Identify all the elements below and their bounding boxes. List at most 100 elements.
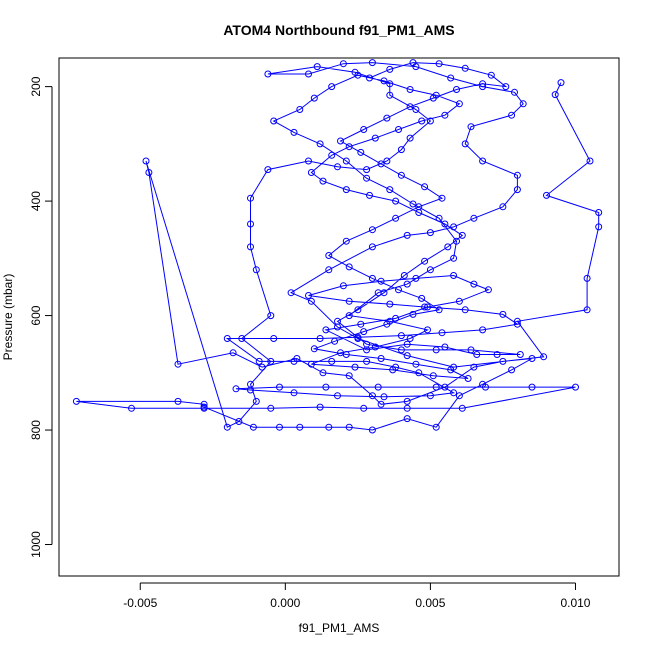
data-point	[354, 333, 362, 341]
data-point	[461, 64, 469, 72]
x-tick-label: -0.005	[123, 596, 157, 610]
data-point	[528, 355, 536, 362]
data-point	[316, 335, 324, 342]
data-point	[357, 320, 365, 328]
data-point	[368, 392, 376, 400]
data-point	[400, 272, 408, 279]
data-point	[267, 312, 275, 320]
data-point	[421, 257, 429, 265]
data-point	[276, 383, 283, 391]
data-point	[270, 117, 278, 125]
data-point	[487, 71, 495, 79]
data-point	[441, 343, 449, 351]
data-point	[342, 186, 350, 194]
data-point	[470, 214, 478, 222]
data-point	[516, 351, 524, 358]
data-point	[467, 346, 475, 354]
data-point	[345, 297, 353, 305]
data-point	[528, 383, 536, 391]
data-point	[543, 191, 550, 199]
data-point	[377, 160, 385, 168]
data-point	[441, 383, 449, 391]
data-point	[572, 383, 579, 391]
data-point	[342, 237, 350, 245]
data-point	[435, 306, 443, 314]
data-point	[467, 123, 475, 131]
data-point	[325, 252, 333, 259]
data-point	[403, 397, 411, 405]
data-point	[403, 280, 411, 288]
data-point	[360, 404, 368, 412]
data-point	[351, 363, 359, 371]
data-point	[366, 74, 373, 82]
x-tick-label: 0.005	[415, 596, 445, 610]
data-point	[247, 386, 254, 394]
data-point	[238, 335, 246, 342]
data-point	[482, 383, 489, 391]
data-point	[389, 366, 397, 374]
data-point	[540, 353, 548, 361]
y-axis-label: Pressure (mbar)	[1, 274, 15, 361]
data-point	[447, 74, 455, 82]
data-point	[484, 286, 492, 294]
data-point	[583, 306, 591, 314]
data-point	[458, 404, 466, 412]
data-point	[342, 157, 350, 165]
data-point	[455, 297, 463, 305]
data-point	[513, 320, 521, 328]
data-point	[406, 86, 414, 93]
data-point	[366, 191, 373, 199]
data-point	[345, 372, 353, 380]
data-point	[331, 337, 339, 345]
data-point	[325, 423, 333, 431]
data-point	[441, 111, 449, 119]
x-axis-label: f91_PM1_AMS	[299, 621, 380, 635]
data-point	[392, 197, 400, 205]
data-point	[403, 231, 411, 239]
data-point	[557, 79, 565, 87]
data-point	[270, 335, 278, 342]
data-point	[595, 223, 603, 231]
data-point	[583, 274, 591, 282]
data-point	[386, 300, 394, 308]
data-point	[403, 340, 411, 348]
data-point	[383, 320, 391, 328]
data-point	[229, 349, 237, 357]
data-point	[383, 114, 391, 122]
data-point	[461, 306, 469, 314]
data-point	[290, 389, 298, 397]
data-point	[377, 277, 385, 285]
data-point	[368, 426, 376, 434]
data-point	[426, 392, 434, 400]
data-point	[392, 214, 400, 222]
data-point	[174, 360, 182, 368]
data-point	[247, 220, 254, 228]
data-point	[305, 157, 312, 165]
data-point	[307, 169, 315, 176]
data-point	[345, 423, 353, 431]
data-point	[415, 203, 423, 211]
data-point	[354, 71, 362, 79]
data-point	[444, 243, 452, 251]
data-point	[247, 194, 254, 202]
data-point	[360, 328, 368, 336]
data-point	[72, 397, 80, 405]
data-point	[435, 60, 443, 68]
data-point	[371, 343, 379, 351]
data-point	[334, 317, 341, 325]
data-point	[383, 157, 391, 165]
data-point	[264, 166, 272, 174]
plot-points	[72, 59, 603, 434]
data-point	[455, 392, 463, 400]
data-point	[461, 140, 469, 148]
data-point	[267, 404, 275, 412]
data-point	[328, 357, 336, 365]
data-point	[354, 306, 362, 314]
data-point	[386, 65, 394, 73]
data-point	[310, 345, 318, 353]
data-point	[247, 243, 254, 251]
data-point	[368, 243, 376, 251]
series-line	[76, 62, 600, 431]
data-point	[479, 80, 487, 88]
